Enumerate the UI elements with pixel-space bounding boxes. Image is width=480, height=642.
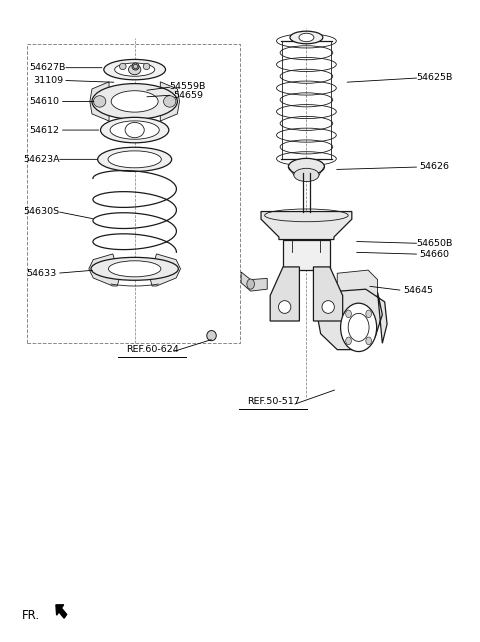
Ellipse shape (366, 337, 372, 345)
Ellipse shape (120, 64, 126, 69)
Ellipse shape (108, 261, 161, 277)
Text: 54660: 54660 (420, 250, 450, 259)
Ellipse shape (91, 257, 179, 281)
Text: REF.60-624: REF.60-624 (126, 345, 179, 354)
Polygon shape (89, 254, 120, 286)
Polygon shape (337, 270, 378, 302)
Ellipse shape (322, 300, 335, 313)
Ellipse shape (346, 337, 351, 345)
Text: REF.50-517: REF.50-517 (247, 397, 300, 406)
Ellipse shape (348, 313, 369, 342)
Polygon shape (313, 267, 343, 321)
Ellipse shape (100, 117, 169, 143)
Ellipse shape (104, 60, 166, 80)
Ellipse shape (278, 300, 291, 313)
Text: 54659: 54659 (173, 91, 203, 100)
Text: FR.: FR. (22, 609, 40, 621)
Ellipse shape (164, 96, 176, 107)
Polygon shape (241, 272, 267, 291)
Ellipse shape (341, 303, 377, 352)
Ellipse shape (108, 151, 161, 168)
Ellipse shape (299, 33, 314, 42)
Polygon shape (150, 254, 180, 286)
Text: 54650B: 54650B (416, 239, 453, 248)
Polygon shape (90, 82, 109, 121)
Polygon shape (316, 283, 387, 350)
Polygon shape (160, 82, 180, 121)
Ellipse shape (115, 63, 155, 76)
Text: 54625B: 54625B (416, 73, 453, 82)
Ellipse shape (247, 279, 254, 289)
Ellipse shape (92, 83, 178, 119)
Text: 54612: 54612 (30, 126, 60, 135)
Polygon shape (261, 211, 352, 239)
Text: 54627B: 54627B (30, 63, 66, 72)
Text: 54645: 54645 (403, 286, 433, 295)
Ellipse shape (294, 168, 319, 182)
Polygon shape (270, 267, 300, 321)
FancyArrow shape (56, 605, 67, 618)
Ellipse shape (110, 121, 159, 139)
Ellipse shape (207, 331, 216, 341)
Ellipse shape (290, 31, 323, 44)
Text: 54559B: 54559B (169, 82, 206, 91)
Ellipse shape (129, 64, 141, 74)
Ellipse shape (366, 310, 372, 318)
Text: 54610: 54610 (30, 97, 60, 106)
Text: 54633: 54633 (26, 269, 57, 278)
Ellipse shape (143, 64, 150, 69)
Ellipse shape (97, 147, 172, 171)
Ellipse shape (288, 159, 324, 175)
Text: 31109: 31109 (33, 76, 63, 85)
Text: 54630S: 54630S (24, 207, 60, 216)
Ellipse shape (111, 91, 158, 112)
Text: 54626: 54626 (420, 162, 450, 171)
Ellipse shape (94, 96, 106, 107)
Bar (283, 239, 330, 270)
Text: 54623A: 54623A (24, 155, 60, 164)
Ellipse shape (346, 310, 351, 318)
